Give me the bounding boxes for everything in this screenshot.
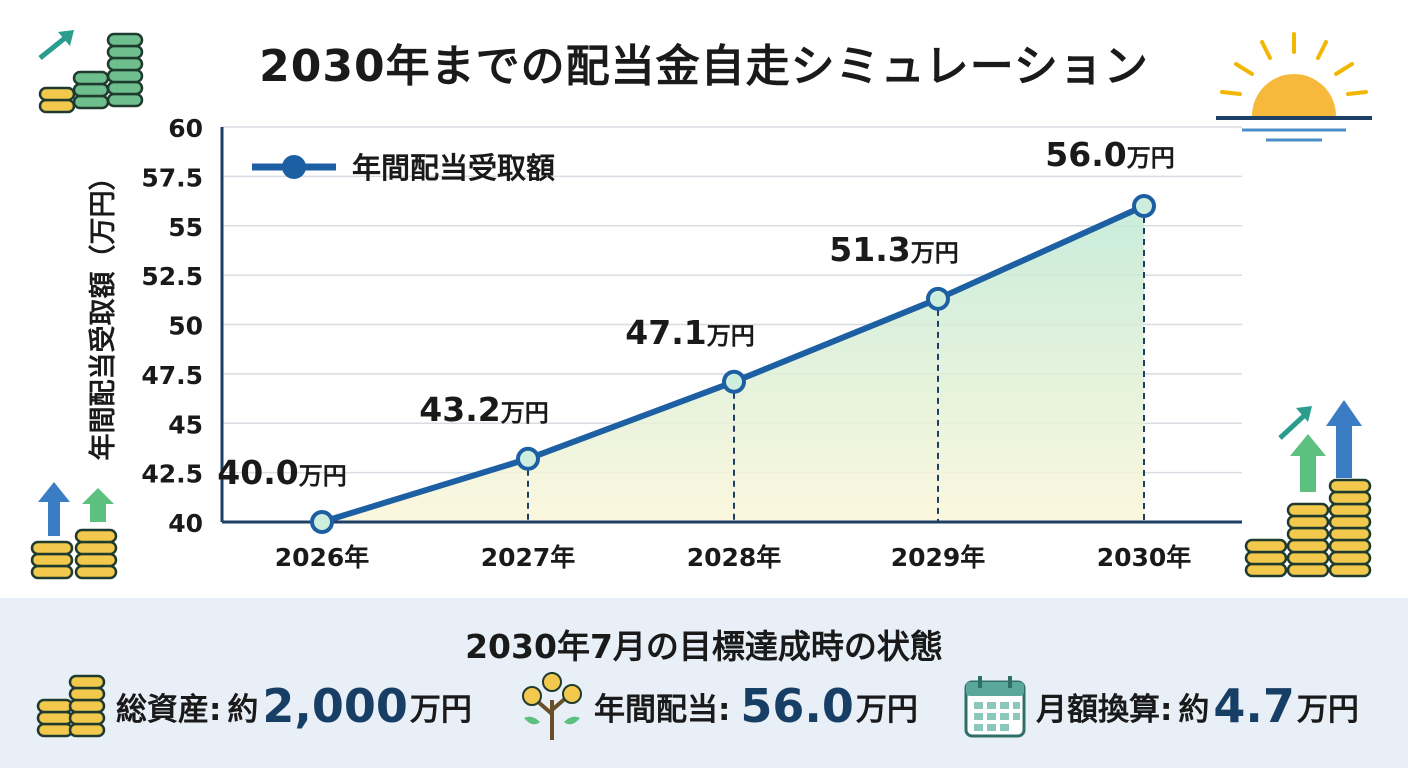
data-point <box>310 510 334 534</box>
stat-value: 56.0 <box>740 679 854 733</box>
dividend-line-chart: 40 42.5 45 47.5 50 52.5 55 57.5 60 40.0万円 43.2万円 47… <box>87 114 1242 572</box>
stat-prefix: 約 <box>1178 691 1210 728</box>
stat-label: 総資産: <box>116 691 222 728</box>
x-tick-label: 2026年 <box>275 543 370 572</box>
stat-value: 4.7 <box>1213 679 1295 733</box>
stat-monthly: 月額換算: 約 4.7 万円 <box>962 670 1359 742</box>
stat-total-assets: 総資産: 約 2,000 万円 <box>36 670 472 742</box>
x-tick-label: 2030年 <box>1097 543 1192 572</box>
data-point <box>516 446 540 471</box>
data-label: 40.0万円 <box>217 453 346 492</box>
stat-label: 月額換算: <box>1036 691 1173 728</box>
y-tick-label: 45 <box>168 410 203 439</box>
x-tick-label: 2027年 <box>481 543 576 572</box>
y-tick-label: 57.5 <box>141 163 203 192</box>
data-label: 51.3万円 <box>829 230 958 269</box>
sunrise-icon <box>1216 32 1372 142</box>
stat-unit: 万円 <box>409 691 472 728</box>
stat-annual-dividend: 年間配当: 56.0 万円 <box>518 670 918 742</box>
y-tick-label: 60 <box>168 114 203 143</box>
stat-value: 2,000 <box>262 679 408 733</box>
y-tick-label: 40 <box>168 509 203 538</box>
data-label: 56.0万円 <box>1045 135 1174 174</box>
stat-unit: 万円 <box>1296 691 1359 728</box>
data-point <box>1132 194 1156 218</box>
legend-label: 年間配当受取額 <box>352 151 555 185</box>
money-tree-icon <box>522 672 582 740</box>
summary-heading: 2030年7月の目標達成時の状態 <box>465 627 943 666</box>
coins-growth-icon <box>38 30 144 114</box>
x-tick-label: 2028年 <box>687 543 782 572</box>
y-tick-label: 50 <box>168 312 203 341</box>
summary-panel <box>0 598 1408 768</box>
coin-stack-icon <box>36 674 106 738</box>
data-label: 47.1万円 <box>625 313 754 352</box>
x-tick-label: 2029年 <box>891 543 986 572</box>
calendar-icon <box>964 676 1026 738</box>
data-point <box>926 286 950 311</box>
y-tick-label: 42.5 <box>141 460 203 489</box>
stat-unit: 万円 <box>855 691 918 728</box>
coins-rising-arrows-icon <box>1244 400 1372 578</box>
coins-arrows-icon <box>30 482 118 580</box>
y-tick-label: 52.5 <box>141 262 203 291</box>
y-tick-label: 47.5 <box>141 361 203 390</box>
data-label: 43.2万円 <box>419 390 548 429</box>
y-axis-title: 年間配当受取額（万円） <box>87 164 119 461</box>
chart-title: 2030年までの配当金自走シミュレーション <box>259 41 1149 92</box>
y-tick-label: 55 <box>168 213 203 242</box>
stat-label: 年間配当: <box>594 691 731 728</box>
stat-prefix: 約 <box>227 691 259 728</box>
legend-marker <box>282 155 306 179</box>
data-point <box>722 369 746 394</box>
